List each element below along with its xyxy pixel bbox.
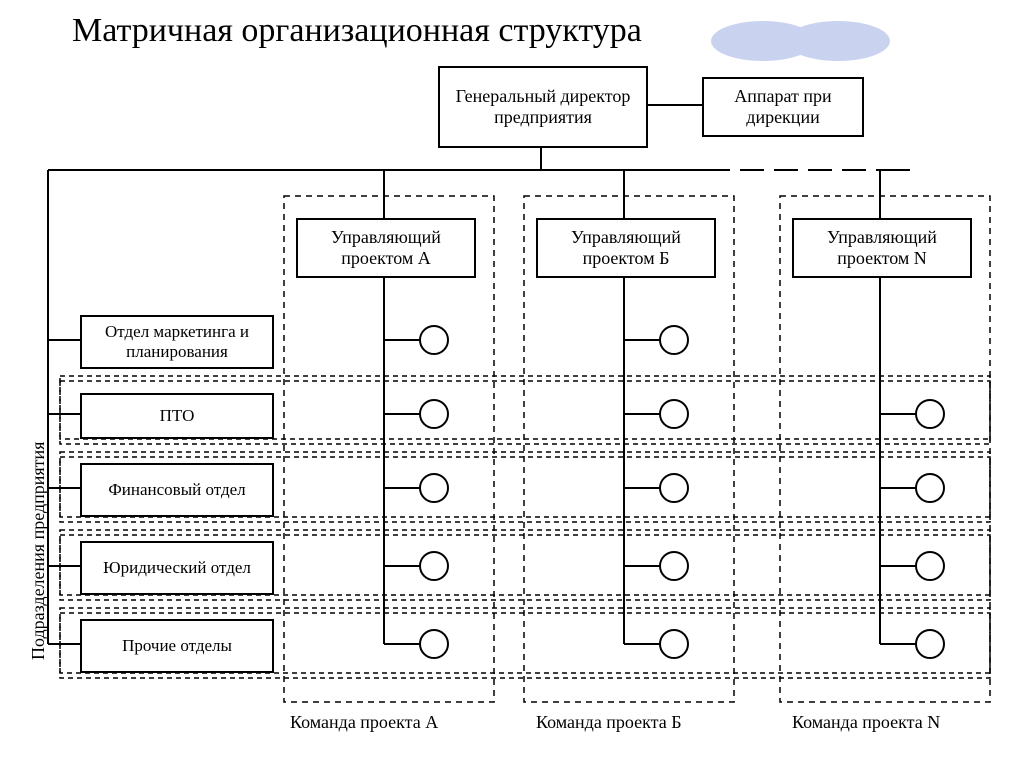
- team-n-caption: Команда проекта N: [792, 712, 940, 733]
- dept-legal: Юридический отдел: [80, 541, 274, 595]
- director-label: Генеральный директор предприятия: [440, 86, 646, 127]
- director-box: Генеральный директор предприятия: [438, 66, 648, 148]
- project-manager-a: Управляющий проектом А: [296, 218, 476, 278]
- dept-legal-label: Юридический отдел: [103, 558, 251, 578]
- team-b-caption: Команда проекта Б: [536, 712, 682, 733]
- dept-other: Прочие отделы: [80, 619, 274, 673]
- dept-pto-label: ПТО: [160, 406, 195, 426]
- team-a-caption: Команда проекта А: [290, 712, 438, 733]
- pm-n-label: Управляющий проектом N: [794, 227, 970, 268]
- dept-finance: Финансовый отдел: [80, 463, 274, 517]
- dept-pto: ПТО: [80, 393, 274, 439]
- pm-a-label: Управляющий проектом А: [298, 227, 474, 268]
- dept-finance-label: Финансовый отдел: [108, 480, 245, 500]
- departments-axis-label: Подразделения предприятия: [28, 442, 49, 660]
- pm-b-label: Управляющий проектом Б: [538, 227, 714, 268]
- apparatus-label: Аппарат при дирекции: [704, 86, 862, 127]
- dept-marketing: Отдел маркетинга и планирования: [80, 315, 274, 369]
- apparatus-box: Аппарат при дирекции: [702, 77, 864, 137]
- dept-marketing-label: Отдел маркетинга и планирования: [82, 322, 272, 361]
- project-manager-n: Управляющий проектом N: [792, 218, 972, 278]
- project-manager-b: Управляющий проектом Б: [536, 218, 716, 278]
- dept-other-label: Прочие отделы: [122, 636, 232, 656]
